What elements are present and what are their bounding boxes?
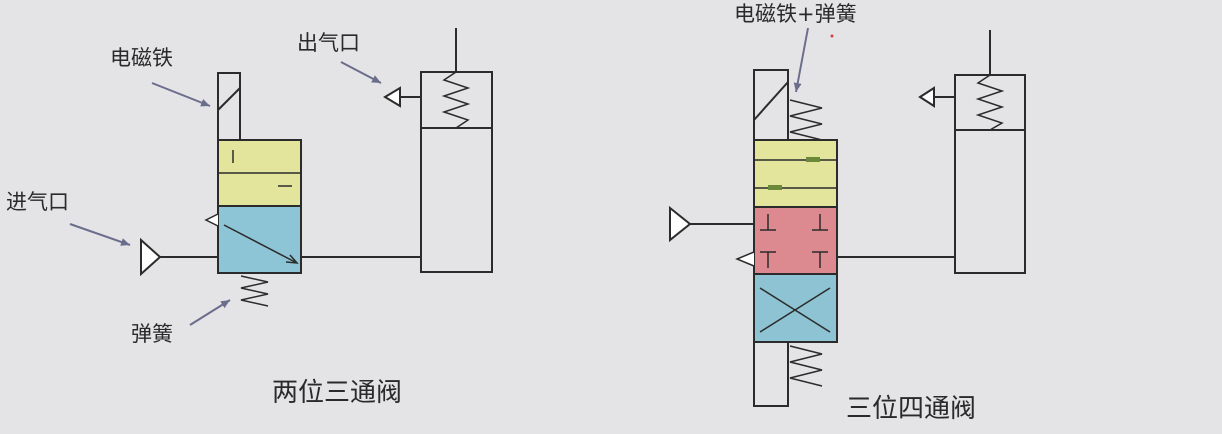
two-position-three-way-valve bbox=[140, 28, 493, 307]
solenoid-spring-pointer-arrow bbox=[793, 27, 809, 93]
title-two-position-three-way: 两位三通阀 bbox=[272, 378, 403, 408]
right-annotation-arrows bbox=[793, 27, 809, 93]
inlet-port bbox=[140, 237, 218, 277]
title-three-position-four-way: 三位四通阀 bbox=[846, 394, 977, 424]
top-solenoid-actuator bbox=[753, 69, 823, 141]
inlet-pointer-arrow bbox=[69, 223, 131, 246]
left-annotation-arrows bbox=[69, 61, 382, 326]
label-inlet: 进气口 bbox=[6, 190, 69, 214]
right-outlet-port bbox=[918, 86, 955, 108]
three-position-four-way-valve bbox=[669, 30, 1026, 407]
label-solenoid: 电磁铁 bbox=[110, 46, 173, 70]
pneumatic-cylinder bbox=[420, 28, 493, 273]
label-spring: 弹簧 bbox=[131, 322, 173, 346]
right-blue-valve-block bbox=[753, 273, 838, 343]
outlet-port bbox=[383, 86, 421, 108]
return-spring bbox=[240, 275, 269, 307]
outlet-pointer-arrow bbox=[340, 61, 382, 84]
label-solenoid-spring: 电磁铁+弹簧 bbox=[734, 2, 857, 26]
right-red-valve-block bbox=[735, 206, 838, 275]
label-outlet: 出气口 bbox=[297, 31, 360, 55]
solenoid-pointer-arrow bbox=[151, 82, 211, 107]
right-pneumatic-cylinder bbox=[954, 30, 1026, 274]
right-yellow-valve-block bbox=[753, 139, 838, 208]
bottom-spring-actuator bbox=[753, 341, 823, 407]
solenoid-actuator bbox=[217, 72, 241, 141]
yellow-valve-block bbox=[217, 139, 302, 207]
blue-valve-block bbox=[204, 205, 302, 274]
right-inlet-port bbox=[669, 205, 754, 243]
red-dot-mark bbox=[830, 34, 834, 38]
spring-pointer-arrow bbox=[189, 299, 231, 326]
